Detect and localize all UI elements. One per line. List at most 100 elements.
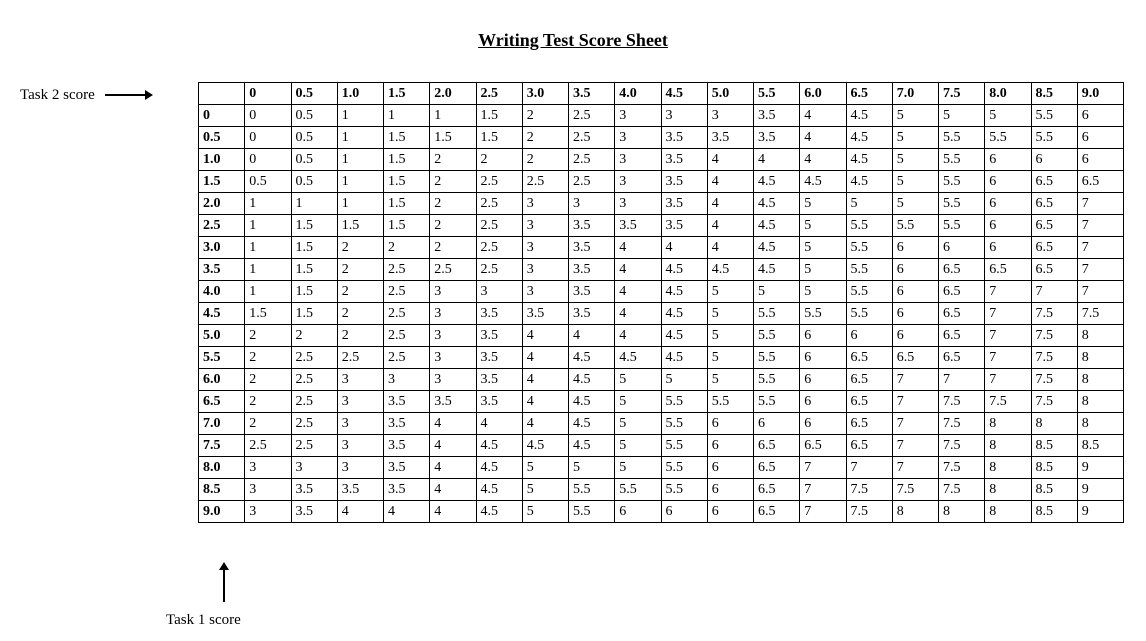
table-cell: 4 (615, 237, 661, 259)
table-cell: 5.5 (661, 479, 707, 501)
row-header: 3.0 (199, 237, 245, 259)
table-cell: 3 (661, 105, 707, 127)
table-cell: 5 (615, 391, 661, 413)
table-cell: 4.5 (569, 369, 615, 391)
table-cell: 4 (661, 237, 707, 259)
table-cell: 7 (800, 457, 846, 479)
table-cell: 6 (939, 237, 985, 259)
table-cell: 8 (985, 413, 1031, 435)
table-cell: 1.5 (384, 149, 430, 171)
table-cell: 5 (892, 127, 938, 149)
table-cell: 3 (430, 325, 476, 347)
table-cell: 6.5 (754, 457, 800, 479)
table-cell: 3 (430, 347, 476, 369)
table-cell: 2.5 (569, 171, 615, 193)
table-cell: 5.5 (939, 171, 985, 193)
table-cell: 7 (1077, 259, 1123, 281)
table-cell: 2.5 (337, 347, 383, 369)
table-cell: 2.5 (430, 259, 476, 281)
table-cell: 5 (800, 281, 846, 303)
table-cell: 1 (245, 215, 291, 237)
table-cell: 4 (615, 281, 661, 303)
score-table-head: 00.51.01.52.02.53.03.54.04.55.05.56.06.5… (199, 83, 1124, 105)
table-cell: 5 (522, 457, 568, 479)
table-cell: 5 (615, 413, 661, 435)
table-cell: 2.5 (384, 347, 430, 369)
table-cell: 7.5 (1077, 303, 1123, 325)
table-cell: 4 (430, 435, 476, 457)
table-cell: 2 (384, 237, 430, 259)
table-cell: 5.5 (661, 391, 707, 413)
table-cell: 4 (384, 501, 430, 523)
table-cell: 2.5 (476, 171, 522, 193)
table-cell: 4 (800, 127, 846, 149)
table-cell: 1.5 (291, 215, 337, 237)
table-cell: 7 (892, 435, 938, 457)
table-cell: 5.5 (939, 193, 985, 215)
table-cell: 5 (707, 281, 753, 303)
table-cell: 6.5 (939, 347, 985, 369)
table-cell: 6 (846, 325, 892, 347)
table-cell: 0.5 (291, 127, 337, 149)
table-cell: 7 (985, 325, 1031, 347)
table-cell: 4 (522, 369, 568, 391)
table-cell: 3.5 (707, 127, 753, 149)
table-cell: 4 (430, 479, 476, 501)
table-cell: 3.5 (291, 501, 337, 523)
table-cell: 6 (661, 501, 707, 523)
table-cell: 8 (985, 435, 1031, 457)
row-header: 3.5 (199, 259, 245, 281)
table-cell: 5.5 (754, 369, 800, 391)
table-cell: 2.5 (291, 413, 337, 435)
table-cell: 4.5 (754, 215, 800, 237)
table-cell: 5.5 (754, 325, 800, 347)
table-cell: 4.5 (476, 501, 522, 523)
table-cell: 2 (430, 215, 476, 237)
table-cell: 3 (245, 457, 291, 479)
table-cell: 4 (522, 325, 568, 347)
table-cell: 7.5 (1031, 303, 1077, 325)
table-cell: 2.5 (476, 237, 522, 259)
table-cell: 6 (892, 281, 938, 303)
table-row: 3.511.522.52.52.533.544.54.54.555.566.56… (199, 259, 1124, 281)
table-cell: 8.5 (1031, 457, 1077, 479)
table-row: 6.022.53333.544.55555.566.57777.58 (199, 369, 1124, 391)
row-header: 4.5 (199, 303, 245, 325)
table-cell: 2.5 (291, 369, 337, 391)
table-cell: 8 (985, 479, 1031, 501)
table-cell: 6.5 (1031, 259, 1077, 281)
table-cell: 3.5 (754, 127, 800, 149)
table-corner-cell (199, 83, 245, 105)
table-cell: 3 (522, 259, 568, 281)
table-cell: 6 (707, 413, 753, 435)
table-cell: 5.5 (1031, 127, 1077, 149)
table-cell: 4 (800, 105, 846, 127)
col-header: 1.5 (384, 83, 430, 105)
table-cell: 4 (430, 501, 476, 523)
table-cell: 1 (245, 193, 291, 215)
table-cell: 2.5 (291, 435, 337, 457)
table-cell: 3.5 (384, 413, 430, 435)
table-cell: 6.5 (754, 435, 800, 457)
row-header: 9.0 (199, 501, 245, 523)
table-cell: 3.5 (661, 149, 707, 171)
row-header: 1.0 (199, 149, 245, 171)
table-cell: 1 (337, 127, 383, 149)
table-cell: 5 (892, 193, 938, 215)
table-cell: 2.5 (384, 281, 430, 303)
table-cell: 2 (245, 413, 291, 435)
table-cell: 4.5 (522, 435, 568, 457)
table-cell: 3.5 (337, 479, 383, 501)
table-cell: 6.5 (754, 501, 800, 523)
table-cell: 2.5 (291, 347, 337, 369)
table-cell: 7 (892, 391, 938, 413)
table-row: 7.52.52.533.544.54.54.555.566.56.56.577.… (199, 435, 1124, 457)
table-cell: 7.5 (846, 479, 892, 501)
table-cell: 5.5 (985, 127, 1031, 149)
table-cell: 6.5 (1077, 171, 1123, 193)
table-cell: 5.5 (661, 457, 707, 479)
table-cell: 4 (337, 501, 383, 523)
table-cell: 7.5 (892, 479, 938, 501)
table-cell: 3 (384, 369, 430, 391)
table-cell: 5.5 (754, 303, 800, 325)
